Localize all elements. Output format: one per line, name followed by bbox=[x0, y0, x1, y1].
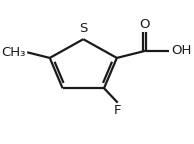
Text: O: O bbox=[139, 18, 149, 31]
Text: CH₃: CH₃ bbox=[1, 46, 26, 59]
Text: S: S bbox=[79, 22, 87, 35]
Text: F: F bbox=[114, 104, 121, 117]
Text: OH: OH bbox=[171, 44, 191, 57]
